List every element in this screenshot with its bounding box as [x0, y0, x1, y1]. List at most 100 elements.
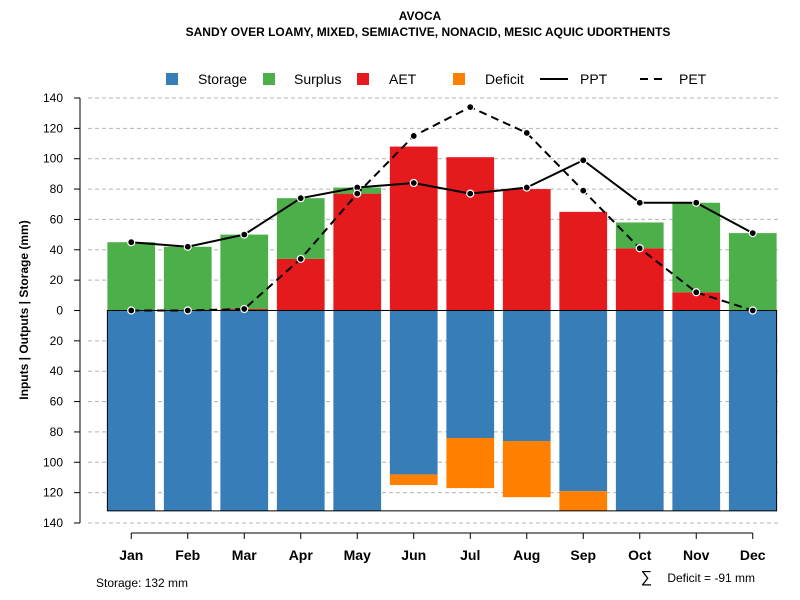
x-tick-label-dec: Dec	[740, 547, 766, 563]
y-tick-label: 80	[50, 425, 64, 439]
x-tick-label-sep: Sep	[570, 547, 596, 563]
bar-aet-oct	[615, 248, 664, 311]
point-ppt-mar	[240, 230, 249, 239]
bar-surplus-oct	[615, 222, 664, 249]
legend: Storage Surplus AET Deficit PPT PET	[166, 71, 707, 87]
bar-storage-oct	[615, 310, 664, 511]
y-axis-label: Inputs | Outputs | Storage (mm)	[17, 220, 31, 399]
point-pet-jun	[409, 131, 418, 141]
bar-deficit-jul	[446, 438, 495, 489]
storage-capacity-outline	[106, 310, 778, 512]
x-tick-label-mar: Mar	[232, 547, 257, 563]
y-tick-label: 20	[50, 334, 64, 348]
point-pet-jan	[127, 306, 136, 315]
bar-aet-jul	[446, 157, 495, 311]
legend-swatch-storage	[166, 73, 178, 85]
point-pet-jul	[466, 103, 475, 112]
bar-storage-jun	[389, 310, 438, 475]
y-tick-label: 20	[50, 273, 64, 287]
chart-subtitle: SANDY OVER LOAMY, MIXED, SEMIACTIVE, NON…	[186, 25, 671, 39]
point-ppt-jan	[127, 238, 136, 247]
bar-aet-sep	[559, 211, 608, 311]
point-ppt-feb	[183, 242, 192, 251]
y-tick-label: 120	[43, 486, 63, 500]
legend-label-pet: PET	[679, 71, 707, 87]
x-tick-label-jan: Jan	[119, 547, 143, 563]
deficit-annotation: Deficit = -91 mm	[667, 571, 755, 585]
y-tick-label: 60	[50, 212, 64, 226]
chart-title: AVOCA	[399, 9, 442, 23]
x-tick-label-apr: Apr	[289, 547, 314, 563]
bar-storage-jul	[446, 310, 495, 438]
x-tick-label-oct: Oct	[628, 547, 652, 563]
deficit-sum-symbol: ∑	[641, 569, 652, 586]
legend-swatch-aet	[357, 73, 369, 85]
point-ppt-apr	[296, 194, 305, 203]
point-ppt-oct	[635, 198, 644, 207]
bar-aet-nov	[672, 292, 721, 311]
point-pet-mar	[240, 304, 249, 314]
y-tick-label: 40	[50, 364, 64, 378]
bar-deficit-sep	[559, 491, 608, 511]
bar-storage-may	[333, 310, 382, 511]
bar-surplus-mar	[220, 234, 269, 309]
legend-label-storage: Storage	[198, 71, 247, 87]
bar-aet-apr	[276, 258, 325, 311]
x-tick-label-jun: Jun	[401, 547, 426, 563]
bar-storage-dec	[728, 310, 777, 511]
bar-deficit-jun	[389, 474, 438, 486]
bar-aet-aug	[502, 189, 551, 311]
legend-label-ppt: PPT	[580, 71, 608, 87]
point-pet-apr	[296, 254, 305, 263]
storage-annotation: Storage: 132 mm	[96, 576, 188, 590]
y-tick-label: 40	[50, 243, 64, 257]
bar-surplus-nov	[672, 202, 721, 293]
bar-storage-feb	[163, 310, 212, 511]
point-ppt-dec	[748, 228, 757, 238]
point-ppt-nov	[692, 198, 701, 207]
line-pet	[131, 105, 754, 312]
bar-layer	[106, 146, 778, 512]
point-pet-oct	[635, 244, 644, 253]
bar-storage-apr	[276, 310, 325, 511]
bar-surplus-dec	[728, 233, 777, 311]
y-tick-label: 120	[43, 121, 63, 135]
bar-storage-sep	[559, 310, 608, 492]
bar-storage-mar	[220, 310, 269, 511]
x-tick-label-aug: Aug	[513, 547, 540, 563]
y-tick-label: 60	[50, 395, 64, 409]
point-pet-dec	[748, 306, 757, 315]
point-pet-may	[353, 189, 362, 198]
point-pet-sep	[579, 186, 588, 195]
point-ppt-sep	[579, 156, 588, 165]
x-tick-label-feb: Feb	[175, 547, 200, 563]
legend-label-deficit: Deficit	[485, 71, 524, 87]
bar-storage-aug	[502, 310, 551, 442]
y-tick-label: 0	[56, 304, 63, 318]
y-tick-label: 80	[50, 182, 64, 196]
point-pet-aug	[522, 128, 531, 138]
bar-storage-nov	[672, 310, 721, 511]
x-tick-label-may: May	[344, 547, 371, 563]
point-pet-feb	[183, 306, 192, 315]
bar-aet-jun	[389, 146, 438, 311]
line-ppt	[131, 159, 754, 248]
point-pet-nov	[692, 288, 701, 297]
point-ppt-jun	[409, 178, 418, 188]
y-tick-label: 100	[43, 152, 63, 166]
y-tick-label: 140	[43, 516, 63, 530]
x-tick-label-nov: Nov	[683, 547, 710, 563]
x-tick-label-jul: Jul	[460, 547, 480, 563]
line-layer	[127, 103, 757, 315]
bar-surplus-feb	[163, 246, 212, 311]
point-ppt-aug	[522, 183, 531, 192]
axis-layer: 140 120 100 80 60 40 20 0 20 40 60 80 100 120 140 Jan Fe…	[43, 91, 766, 563]
bar-aet-may	[333, 193, 382, 311]
legend-label-surplus: Surplus	[294, 71, 341, 87]
bar-surplus-jan	[107, 242, 156, 311]
y-tick-label: 140	[43, 91, 63, 105]
legend-label-aet: AET	[389, 71, 417, 87]
bar-storage-jan	[107, 310, 156, 511]
